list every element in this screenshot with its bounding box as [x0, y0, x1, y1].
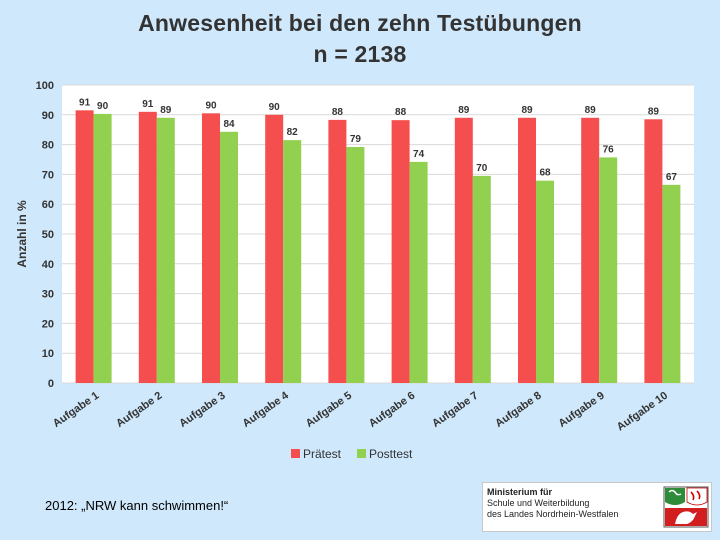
- bar-posttest: [156, 117, 175, 383]
- data-label: 82: [287, 127, 299, 138]
- data-label: 90: [205, 100, 217, 111]
- x-tick-label: Aufgabe 8: [493, 390, 543, 430]
- footer-caption: 2012: „NRW kann schwimmen!“: [45, 498, 229, 513]
- data-label: 74: [413, 149, 425, 160]
- data-label: 90: [97, 101, 109, 112]
- y-tick-label: 10: [42, 348, 54, 360]
- legend-label: Prätest: [303, 447, 342, 461]
- y-tick-label: 30: [42, 289, 54, 301]
- x-tick-label: Aufgabe 10: [615, 390, 670, 434]
- x-tick-label: Aufgabe 5: [304, 390, 354, 430]
- data-label: 89: [160, 105, 172, 116]
- data-label: 70: [476, 163, 488, 174]
- bar-posttest: [346, 146, 365, 383]
- bar-posttest: [472, 175, 491, 383]
- logo-line-2: Schule und Weiterbildung: [487, 498, 590, 508]
- y-axis-label: Anzahl in %: [15, 200, 29, 268]
- data-label: 89: [585, 105, 597, 116]
- bar-chart: 0 10 20 30 40 50 60 70 80 90 100 91 90 91 89 90 84 90 82 8…: [15, 80, 694, 461]
- data-label: 79: [350, 134, 362, 145]
- bar-posttest: [283, 140, 302, 383]
- y-tick-label: 0: [48, 378, 54, 390]
- x-tick-label: Aufgabe 3: [177, 390, 227, 430]
- bar-praetest: [644, 119, 663, 384]
- y-tick-label: 90: [42, 110, 54, 122]
- logo-line-3: des Landes Nordrhein-Westfalen: [487, 509, 619, 519]
- bar-posttest: [536, 180, 554, 383]
- data-label: 88: [332, 107, 344, 118]
- logo-line-1: Ministerium für: [487, 487, 553, 497]
- data-label: 91: [79, 97, 91, 108]
- bar-praetest: [138, 111, 157, 383]
- x-tick-label: Aufgabe 7: [430, 390, 480, 430]
- y-tick-label: 40: [42, 259, 54, 271]
- bar-posttest: [599, 157, 618, 383]
- data-label: 67: [666, 172, 678, 183]
- y-tick-label: 70: [42, 169, 54, 181]
- x-tick-label: Aufgabe 4: [240, 389, 291, 430]
- chart-subtitle: n = 2138: [313, 41, 407, 67]
- bar-praetest: [265, 114, 284, 384]
- data-label: 68: [539, 168, 551, 179]
- bar-posttest: [220, 131, 238, 383]
- bar-praetest: [328, 119, 347, 383]
- data-label: 89: [521, 105, 533, 116]
- ministry-logo: Ministerium für Schule und Weiterbildung…: [482, 482, 712, 532]
- y-tick-label: 80: [42, 140, 54, 152]
- y-tick-label: 100: [36, 80, 54, 92]
- data-label: 91: [142, 99, 154, 110]
- x-tick-label: Aufgabe 1: [51, 390, 101, 430]
- data-label: 89: [458, 105, 470, 116]
- bar-posttest: [662, 184, 681, 383]
- legend-swatch-praetest: [291, 449, 300, 458]
- data-label: 88: [395, 107, 407, 118]
- y-tick-label: 60: [42, 199, 54, 211]
- chart-title: Anwesenheit bei den zehn Testübungen: [138, 10, 582, 36]
- data-label: 89: [648, 106, 660, 117]
- y-tick-label: 50: [42, 229, 54, 241]
- legend-swatch-posttest: [357, 449, 366, 458]
- nrw-crest-icon: [663, 486, 709, 528]
- bar-posttest: [409, 161, 428, 383]
- bar-praetest: [202, 113, 220, 383]
- data-label: 90: [269, 102, 281, 113]
- bar-praetest: [391, 120, 410, 383]
- bar-posttest: [93, 113, 112, 383]
- y-tick-label: 20: [42, 318, 54, 330]
- bar-praetest: [454, 117, 473, 383]
- legend-label: Posttest: [369, 447, 413, 461]
- data-label: 84: [223, 119, 235, 130]
- bar-praetest: [75, 110, 94, 383]
- bar-praetest: [518, 117, 536, 383]
- x-tick-label: Aufgabe 2: [114, 390, 164, 430]
- bar-praetest: [581, 117, 600, 383]
- data-label: 76: [603, 144, 615, 155]
- x-tick-label: Aufgabe 9: [556, 390, 606, 430]
- x-tick-label: Aufgabe 6: [367, 390, 417, 430]
